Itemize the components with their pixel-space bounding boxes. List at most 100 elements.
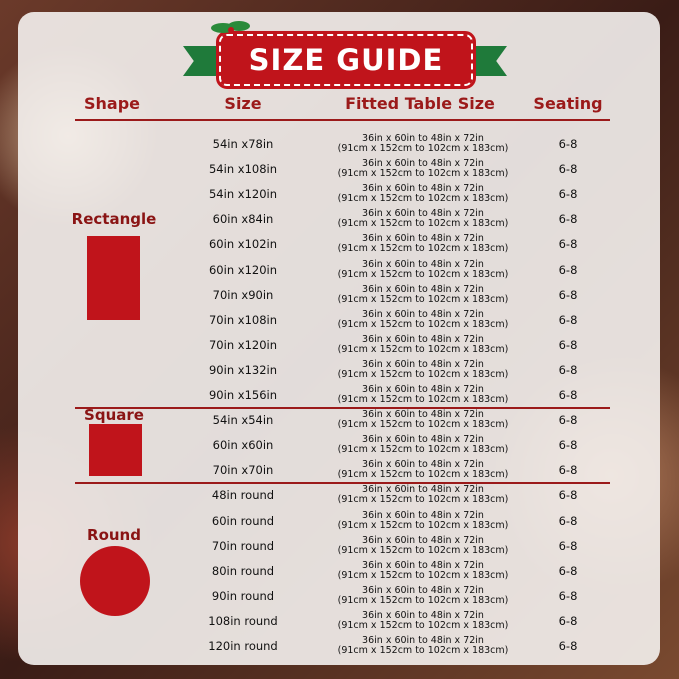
fitted-cm: (91cm x 152cm to 102cm x 183cm) [337,544,509,556]
size-cell: 54in x108in [208,162,278,177]
fitted-cell: 36in x 60in to 48in x 72in (91cm x 152cm … [338,209,509,229]
fitted-cm: (91cm x 152cm to 102cm x 183cm) [337,469,509,481]
fitted-cm: (91cm x 152cm to 102cm x 183cm) [337,619,509,631]
fitted-cell: 36in x 60in to 48in x 72in (91cm x 152cm … [338,234,509,254]
fitted-cm: (91cm x 152cm to 102cm x 183cm) [337,444,509,456]
circle-shape-icon [80,546,150,616]
fitted-in: 36in x 60in to 48in x 72in [362,484,484,496]
fitted-in: 36in x 60in to 48in x 72in [362,333,484,345]
header-seating: Seating [533,94,603,113]
size-cell: 54in x120in [208,187,278,202]
size-cell: 60in x84in [212,212,274,227]
seating-cell: 6-8 [558,162,578,177]
square-shape-icon [89,424,142,476]
shape-label: Round [87,526,141,544]
seating-cell: 6-8 [558,388,578,402]
fitted-cm: (91cm x 152cm to 102cm x 183cm) [337,519,509,531]
fitted-cell: 36in x 60in to 48in x 72in (91cm x 152cm … [338,184,509,204]
fitted-in: 36in x 60in to 48in x 72in [362,308,484,320]
seating-cell: 6-8 [558,212,578,227]
seating-cell: 6-8 [558,588,578,603]
seating-cell: 6-8 [558,538,578,553]
size-cell: 70in x120in [208,337,278,352]
size-cell: 54in x54in [212,413,274,428]
fitted-cell: 36in x 60in to 48in x 72in (91cm x 152cm … [338,584,509,606]
header-size: Size [224,94,262,113]
fitted-in: 36in x 60in to 48in x 72in [362,409,484,421]
size-cell: 60in x120in [208,262,278,277]
fitted-cm: (91cm x 152cm to 102cm x 183cm) [337,494,509,506]
fitted-cm: (91cm x 152cm to 102cm x 183cm) [337,193,509,205]
seating-cell: 6-8 [558,438,578,453]
seating-cell: 6-8 [558,413,578,428]
fitted-cm: (91cm x 152cm to 102cm x 183cm) [337,318,509,330]
seating-cell: 6-8 [558,262,578,277]
size-cell: 60in x102in [208,237,278,252]
size-cell: 120in round [208,639,278,653]
fitted-in: 36in x 60in to 48in x 72in [362,584,484,596]
size-cell: 90in x132in [208,362,278,377]
size-cell: 70in x108in [208,312,278,327]
seating-cell: 6-8 [558,337,578,352]
fitted-cell: 36in x 60in to 48in x 72in (91cm x 152cm … [338,159,509,179]
fitted-cell: 36in x 60in to 48in x 72in (91cm x 152cm … [337,534,509,556]
fitted-cm: (91cm x 152cm to 102cm x 183cm) [337,293,509,305]
size-cell: 70in round [211,538,275,553]
fitted-cm: (91cm x 152cm to 102cm x 183cm) [337,368,509,380]
seating-cell: 6-8 [558,513,578,528]
fitted-cm: (91cm x 152cm to 102cm x 183cm) [337,569,509,581]
seating-cell: 6-8 [558,463,578,478]
fitted-in: 36in x 60in to 48in x 72in [362,534,484,546]
fitted-in: 36in x 60in to 48in x 72in [362,635,484,646]
fitted-cm: (91cm x 152cm to 102cm x 183cm) [337,394,509,405]
fitted-cm: (91cm x 152cm to 102cm x 183cm) [337,268,509,280]
fitted-cell: 36in x 60in to 48in x 72in (91cm x 152cm … [338,636,509,656]
size-cell: 70in x90in [212,287,274,302]
size-cell: 108in round [208,613,278,628]
fitted-in: 36in x 60in to 48in x 72in [362,559,484,571]
header-shape: Shape [83,94,141,113]
fitted-cell: 36in x 60in to 48in x 72in (91cm x 152cm … [338,385,509,405]
fitted-in: 36in x 60in to 48in x 72in [362,233,484,245]
size-cell: 54in x78in [212,137,274,151]
fitted-cell: 36in x 60in to 48in x 72in (91cm x 152cm … [337,609,509,631]
fitted-in: 36in x 60in to 48in x 72in [362,258,484,270]
size-cell: 90in round [211,588,275,603]
fitted-cell: 36in x 60in to 48in x 72in (91cm x 152cm … [337,284,509,305]
fitted-in: 36in x 60in to 48in x 72in [362,183,484,195]
fitted-cell: 36in x 60in to 48in x 72in (91cm x 152cm … [337,308,509,330]
size-cell: 60in round [211,513,275,528]
fitted-in: 36in x 60in to 48in x 72in [362,158,484,170]
fitted-cm: (91cm x 152cm to 102cm x 183cm) [337,143,509,154]
fitted-cell: 36in x 60in to 48in x 72in (91cm x 152cm … [337,510,509,531]
seating-cell: 6-8 [558,137,578,151]
seating-cell: 6-8 [558,237,578,252]
fitted-cell: 36in x 60in to 48in x 72in (91cm x 152cm … [337,358,509,380]
page-title: SIZE GUIDE [216,31,476,89]
fitted-in: 36in x 60in to 48in x 72in [362,384,484,395]
seating-cell: 6-8 [558,362,578,377]
fitted-cell: 36in x 60in to 48in x 72in (91cm x 152cm … [338,435,509,455]
seating-cell: 6-8 [558,563,578,578]
seating-cell: 6-8 [558,287,578,302]
header-fitted: Fitted Table Size [345,94,495,113]
size-cell: 70in x70in [212,463,274,478]
fitted-in: 36in x 60in to 48in x 72in [362,459,484,471]
title-banner: SIZE GUIDE [183,21,507,89]
seating-cell: 6-8 [558,639,578,653]
fitted-cm: (91cm x 152cm to 102cm x 183cm) [337,645,509,656]
shape-label: Rectangle [71,210,157,228]
holly-icon [211,21,250,33]
size-cell: 48in round [211,488,275,503]
fitted-cm: (91cm x 152cm to 102cm x 183cm) [337,419,509,431]
seating-cell: 6-8 [558,312,578,327]
fitted-cell: 36in x 60in to 48in x 72in (91cm x 152cm … [338,134,509,154]
size-cell: 60in x60in [212,438,274,453]
fitted-cell: 36in x 60in to 48in x 72in (91cm x 152cm … [338,333,509,355]
seating-cell: 6-8 [558,613,578,628]
fitted-cell: 36in x 60in to 48in x 72in (91cm x 152cm … [338,485,509,505]
fitted-in: 36in x 60in to 48in x 72in [362,358,484,370]
fitted-cell: 36in x 60in to 48in x 72in (91cm x 152cm … [337,258,509,280]
group-divider [75,482,610,485]
fitted-in: 36in x 60in to 48in x 72in [362,609,484,621]
